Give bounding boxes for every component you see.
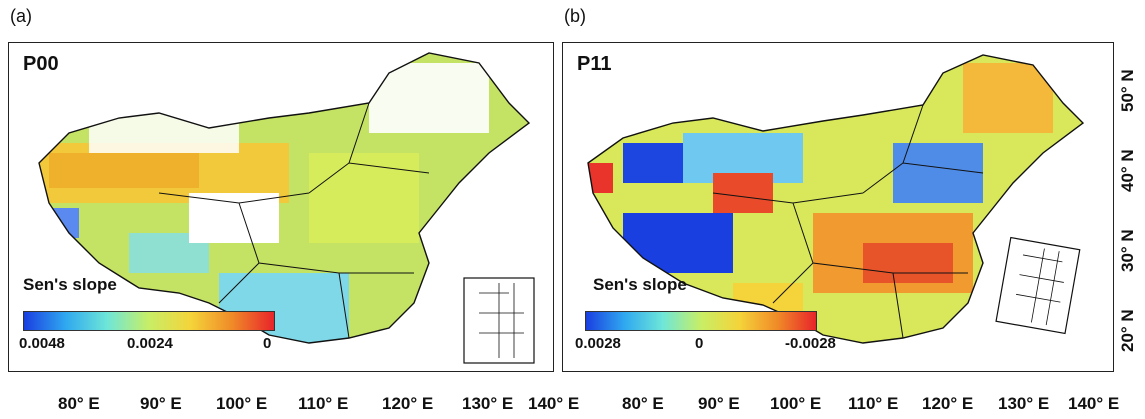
colorbar-a-tick-1: 0.0024 (127, 335, 173, 352)
x-tick-a-80: 80° E (58, 394, 100, 413)
panel-a-label: (a) (10, 6, 32, 26)
china-map-a (38, 52, 535, 364)
x-tick-a-130: 130° E (462, 394, 514, 413)
panel-b-label: (b) (564, 6, 586, 26)
china-map-b (587, 54, 1085, 344)
colorbar-b-tick-2: -0.0028 (785, 335, 836, 352)
map-panel-b: P11 Sen's slope 0.0028 0 -0.0028 (562, 42, 1114, 372)
x-tick-a-90: 90° E (140, 394, 182, 413)
y-tick-50n: 50° N (1118, 69, 1137, 112)
x-tick-a-110: 110° E (298, 394, 349, 413)
colorbar-b-tick-1: 0 (695, 335, 704, 352)
y-tick-30n: 30° N (1118, 229, 1137, 272)
colorbar-a (23, 311, 275, 331)
x-tick-b-140: 140° E (1068, 394, 1120, 413)
x-tick-b-130: 130° E (998, 394, 1050, 413)
colorbar-a-tick-2: 0 (263, 335, 272, 352)
x-tick-a-140: 140° E (528, 394, 580, 413)
x-tick-b-110: 110° E (848, 394, 899, 413)
y-tick-20n: 20° N (1118, 309, 1137, 352)
x-tick-b-90: 90° E (698, 394, 740, 413)
x-tick-a-120: 120° E (382, 394, 434, 413)
colorbar-b (585, 311, 817, 331)
x-tick-b-80: 80° E (622, 394, 664, 413)
x-tick-b-120: 120° E (922, 394, 974, 413)
map-b-title: P11 (577, 53, 612, 75)
x-tick-a-100: 100° E (216, 394, 268, 413)
x-tick-b-100: 100° E (770, 394, 822, 413)
map-a-title: P00 (23, 53, 59, 75)
colorbar-b-title: Sen's slope (593, 275, 687, 294)
y-tick-40n: 40° N (1118, 149, 1137, 192)
colorbar-b-tick-0: 0.0028 (575, 335, 621, 352)
map-panel-a: P00 Sen's slope 0.0048 0.0024 0 (8, 42, 554, 372)
colorbar-a-title: Sen's slope (23, 275, 117, 294)
colorbar-a-tick-0: 0.0048 (19, 335, 65, 352)
